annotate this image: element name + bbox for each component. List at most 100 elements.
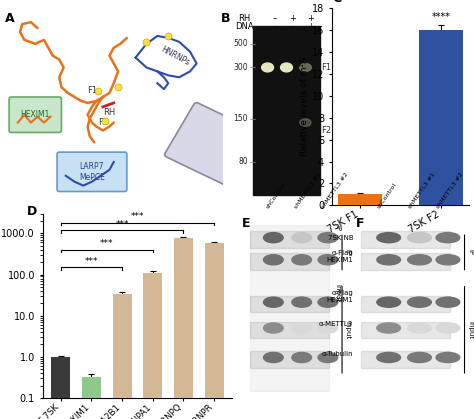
Text: +: + — [307, 14, 314, 23]
Ellipse shape — [408, 255, 431, 265]
Bar — [174, 238, 193, 419]
Bar — [82, 377, 101, 419]
Ellipse shape — [264, 297, 283, 307]
Ellipse shape — [292, 297, 311, 307]
Ellipse shape — [292, 255, 311, 265]
Text: HEXIM1: HEXIM1 — [20, 110, 50, 119]
Ellipse shape — [436, 352, 460, 362]
Ellipse shape — [408, 352, 431, 362]
Ellipse shape — [377, 297, 401, 307]
Ellipse shape — [377, 233, 401, 243]
Text: HNRNPs: HNRNPs — [159, 45, 191, 67]
Text: Input: Input — [344, 321, 350, 339]
Text: B: B — [221, 12, 230, 25]
Text: F2: F2 — [98, 118, 108, 127]
Ellipse shape — [318, 233, 337, 243]
Ellipse shape — [292, 323, 311, 333]
Text: shMETTL3 #2: shMETTL3 #2 — [436, 172, 465, 210]
Ellipse shape — [436, 323, 460, 333]
Ellipse shape — [436, 255, 460, 265]
FancyBboxPatch shape — [57, 152, 127, 191]
Text: +: + — [289, 14, 296, 23]
Bar — [361, 296, 450, 312]
Text: RH: RH — [103, 108, 116, 116]
Bar — [338, 194, 383, 205]
Ellipse shape — [264, 323, 283, 333]
Bar — [361, 351, 450, 367]
Bar — [51, 357, 70, 419]
Ellipse shape — [377, 255, 401, 265]
Ellipse shape — [318, 352, 337, 362]
Text: IP: IP — [467, 249, 474, 256]
Text: C: C — [332, 0, 341, 5]
Text: +: + — [307, 22, 314, 31]
Ellipse shape — [264, 255, 283, 265]
Bar — [253, 26, 320, 195]
Text: ***: *** — [131, 212, 144, 222]
Bar — [250, 296, 329, 312]
Bar — [113, 294, 132, 419]
Text: shControl: shControl — [377, 182, 398, 210]
Text: F: F — [356, 217, 364, 230]
Ellipse shape — [408, 323, 431, 333]
Text: IP: IP — [334, 225, 340, 232]
Text: E: E — [242, 217, 250, 230]
Text: Input: Input — [334, 284, 340, 302]
Text: –: – — [273, 22, 277, 31]
Ellipse shape — [318, 255, 337, 265]
Bar — [250, 231, 329, 248]
Text: LARP7
MePCE: LARP7 MePCE — [79, 162, 105, 181]
Text: IP: IP — [344, 249, 350, 256]
Text: shMETTL3 #2: shMETTL3 #2 — [320, 172, 349, 210]
Text: F1: F1 — [321, 63, 331, 72]
Text: F1: F1 — [87, 86, 97, 95]
Text: ****: **** — [431, 11, 450, 21]
Ellipse shape — [436, 233, 460, 243]
Ellipse shape — [300, 119, 311, 127]
Ellipse shape — [262, 63, 273, 72]
Text: ***: *** — [100, 239, 114, 248]
Text: α-Flag
HEXIM1: α-Flag HEXIM1 — [326, 250, 353, 263]
Bar — [361, 321, 450, 338]
Text: –: – — [273, 14, 277, 23]
Bar — [250, 321, 329, 338]
Bar — [419, 30, 463, 205]
Text: α-Flag
HEXIM1: α-Flag HEXIM1 — [326, 290, 353, 303]
Text: DNA: DNA — [236, 22, 254, 31]
Ellipse shape — [377, 352, 401, 362]
Ellipse shape — [318, 323, 337, 333]
Text: ***: *** — [115, 220, 129, 229]
Ellipse shape — [281, 63, 292, 72]
Bar — [250, 225, 329, 391]
Text: A: A — [5, 12, 14, 25]
Bar — [205, 243, 224, 419]
Ellipse shape — [408, 297, 431, 307]
Text: RH: RH — [238, 14, 251, 23]
Bar — [361, 253, 450, 270]
Text: 500: 500 — [233, 39, 247, 48]
FancyBboxPatch shape — [164, 103, 273, 193]
Text: 300: 300 — [233, 63, 247, 72]
Text: shMETTL3 #1: shMETTL3 #1 — [294, 172, 323, 210]
Text: α-METTL3: α-METTL3 — [319, 321, 353, 327]
Y-axis label: Relative levels of m²A: Relative levels of m²A — [300, 57, 309, 156]
Bar — [361, 231, 450, 248]
Ellipse shape — [264, 352, 283, 362]
Ellipse shape — [318, 297, 337, 307]
Text: Input: Input — [467, 321, 474, 339]
Text: α-Tubulin: α-Tubulin — [321, 351, 353, 357]
Text: 80: 80 — [238, 158, 247, 166]
Ellipse shape — [377, 323, 401, 333]
Text: 150: 150 — [233, 114, 247, 123]
Text: ***: *** — [85, 257, 98, 266]
Ellipse shape — [436, 297, 460, 307]
FancyBboxPatch shape — [9, 97, 62, 132]
Bar — [250, 351, 329, 367]
Ellipse shape — [300, 64, 311, 71]
Ellipse shape — [264, 233, 283, 243]
Text: shMETTL3 #1: shMETTL3 #1 — [408, 172, 436, 210]
Bar — [250, 253, 329, 270]
Ellipse shape — [292, 233, 311, 243]
Text: F2: F2 — [321, 126, 331, 135]
Text: 7SK NB: 7SK NB — [328, 235, 353, 241]
